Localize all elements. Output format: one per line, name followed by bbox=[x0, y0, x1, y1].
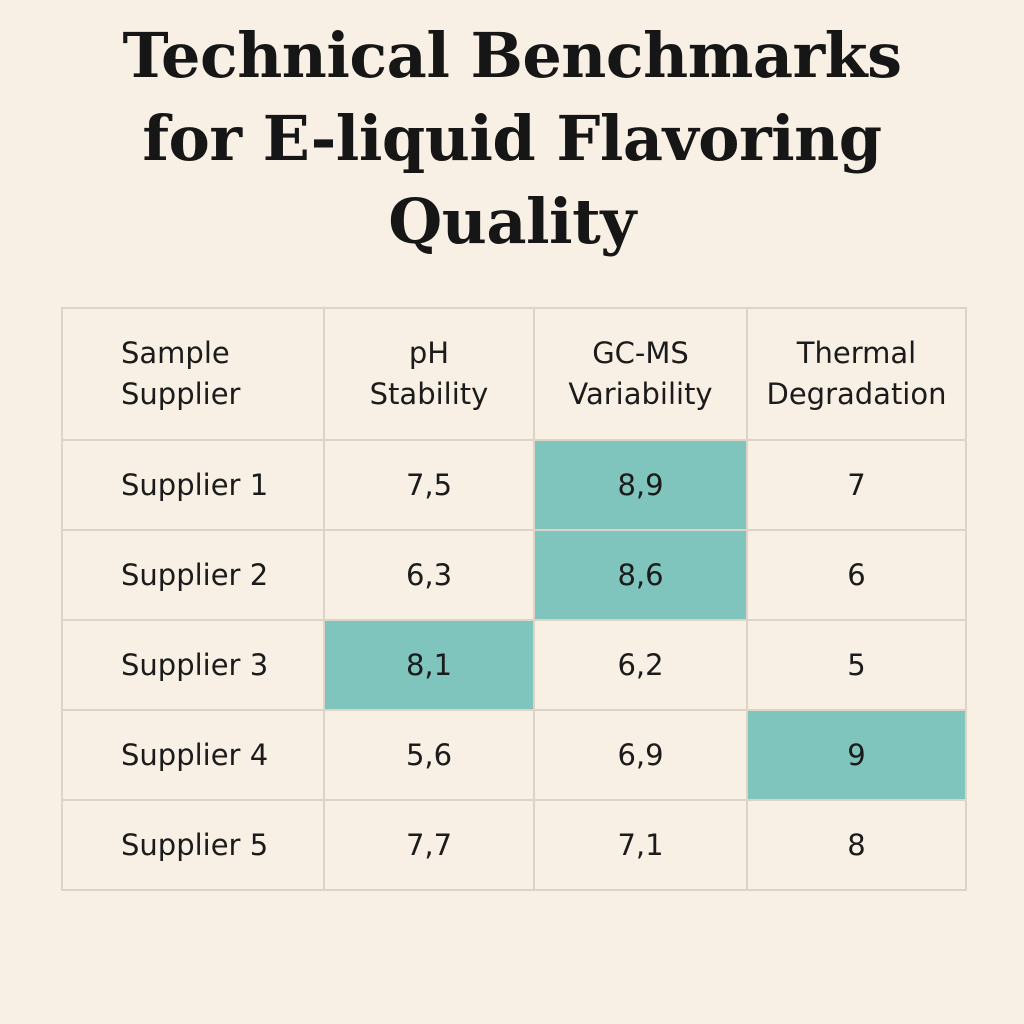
ph-stability-cell: 8,1 bbox=[323, 619, 535, 711]
chart-title-line-2: for E-liquid Flavoring bbox=[142, 102, 882, 175]
header-line: Degradation bbox=[766, 377, 947, 411]
supplier-name-cell: Supplier 3 bbox=[61, 619, 325, 711]
thermal-degradation-cell: 7 bbox=[746, 439, 967, 531]
chart-title: Technical Benchmarks for E-liquid Flavor… bbox=[0, 14, 1024, 263]
header-line: Thermal bbox=[796, 336, 917, 370]
ph-stability-cell: 7,7 bbox=[323, 799, 535, 891]
header-line: Variability bbox=[568, 377, 713, 411]
header-line: Stability bbox=[369, 377, 489, 411]
ph-stability-cell: 7,5 bbox=[323, 439, 535, 531]
table-row: Supplier 1 7,5 8,9 7 bbox=[61, 439, 967, 531]
supplier-name-cell: Supplier 2 bbox=[61, 529, 325, 621]
thermal-degradation-cell: 5 bbox=[746, 619, 967, 711]
table-row: Supplier 4 5,6 6,9 9 bbox=[61, 709, 967, 801]
gcms-variability-cell: 7,1 bbox=[533, 799, 748, 891]
header-row: Sample Supplier pH Stability GC-MS Varia… bbox=[61, 307, 967, 441]
gcms-variability-cell: 6,9 bbox=[533, 709, 748, 801]
gcms-variability-cell: 8,9 bbox=[533, 439, 748, 531]
table-row: Supplier 2 6,3 8,6 6 bbox=[61, 529, 967, 621]
supplier-name-cell: Supplier 5 bbox=[61, 799, 325, 891]
table-row: Supplier 3 8,1 6,2 5 bbox=[61, 619, 967, 711]
header-line: GC-MS bbox=[592, 336, 689, 370]
gcms-variability-cell: 8,6 bbox=[533, 529, 748, 621]
header-line: Sample bbox=[121, 336, 230, 370]
header-gcms-variability: GC-MS Variability bbox=[533, 307, 748, 441]
table-row: Supplier 5 7,7 7,1 8 bbox=[61, 799, 967, 891]
ph-stability-cell: 6,3 bbox=[323, 529, 535, 621]
gcms-variability-cell: 6,2 bbox=[533, 619, 748, 711]
thermal-degradation-cell: 8 bbox=[746, 799, 967, 891]
header-sample-supplier: Sample Supplier bbox=[61, 307, 325, 441]
supplier-name-cell: Supplier 1 bbox=[61, 439, 325, 531]
ph-stability-cell: 5,6 bbox=[323, 709, 535, 801]
header-line: pH bbox=[408, 336, 450, 370]
thermal-degradation-cell: 9 bbox=[746, 709, 967, 801]
header-line: Supplier bbox=[121, 377, 241, 411]
header-thermal-degradation: Thermal Degradation bbox=[746, 307, 967, 441]
benchmark-table: Sample Supplier pH Stability GC-MS Varia… bbox=[61, 307, 967, 891]
supplier-name-cell: Supplier 4 bbox=[61, 709, 325, 801]
header-ph-stability: pH Stability bbox=[323, 307, 535, 441]
thermal-degradation-cell: 6 bbox=[746, 529, 967, 621]
chart-title-line-3: Quality bbox=[388, 185, 636, 258]
chart-title-line-1: Technical Benchmarks bbox=[122, 19, 902, 92]
